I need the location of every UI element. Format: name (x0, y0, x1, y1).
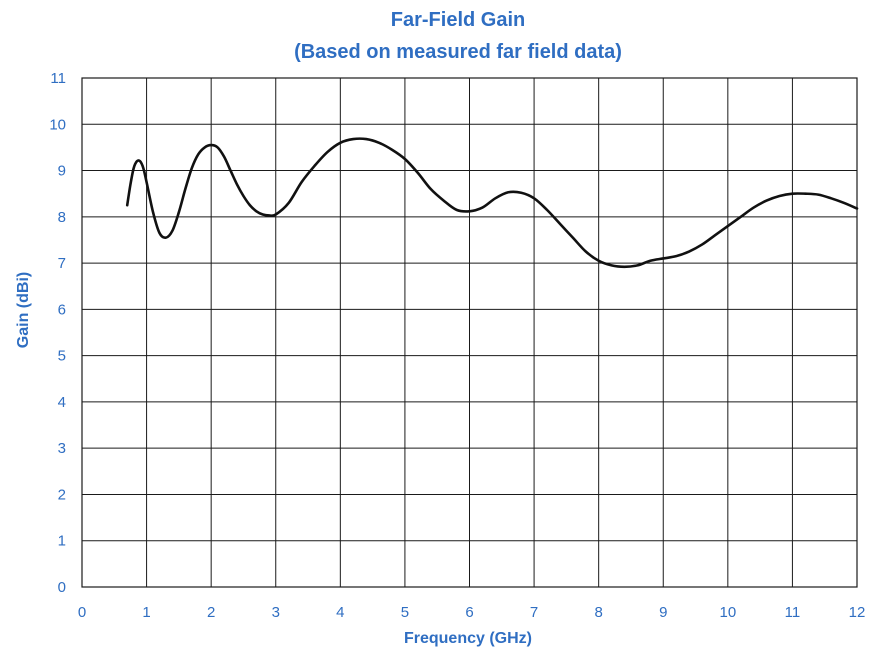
plot-area (81, 77, 858, 588)
x-tick-label: 12 (849, 604, 866, 621)
x-tick-label: 10 (719, 604, 736, 621)
x-tick-label: 0 (78, 604, 86, 621)
y-axis-title: Gain (dBi) (15, 272, 32, 348)
y-tick-label: 6 (58, 301, 66, 318)
x-axis-ticks: 0 1 2 3 4 5 6 7 8 9 10 11 12 (78, 604, 866, 621)
x-tick-label: 3 (272, 604, 280, 621)
series-layer (125, 137, 859, 269)
y-axis-ticks: 0 1 2 3 4 5 6 7 8 9 10 11 (49, 70, 66, 596)
x-tick-label: 7 (530, 604, 538, 621)
chart-subtitle: (Based on measured far field data) (294, 41, 622, 63)
y-tick-label: 11 (50, 70, 66, 87)
y-tick-label: 7 (58, 255, 66, 272)
x-tick-label: 4 (336, 604, 344, 621)
x-tick-label: 2 (207, 604, 215, 621)
x-axis-title: Frequency (GHz) (404, 630, 532, 647)
x-tick-label: 8 (594, 604, 602, 621)
y-tick-label: 0 (58, 579, 66, 596)
chart-title: Far-Field Gain (391, 9, 525, 31)
x-tick-label: 1 (142, 604, 150, 621)
x-tick-label: 5 (401, 604, 409, 621)
y-tick-label: 5 (58, 348, 66, 365)
x-tick-label: 11 (785, 604, 801, 621)
y-tick-label: 3 (58, 440, 66, 457)
gain-series-line (125, 137, 859, 269)
y-tick-label: 2 (58, 486, 66, 503)
y-tick-label: 9 (58, 163, 66, 180)
y-tick-label: 10 (49, 116, 66, 133)
y-tick-label: 8 (58, 209, 66, 226)
y-tick-label: 4 (58, 394, 66, 411)
x-tick-label: 6 (465, 604, 473, 621)
x-tick-label: 9 (659, 604, 667, 621)
y-tick-label: 1 (58, 533, 66, 550)
